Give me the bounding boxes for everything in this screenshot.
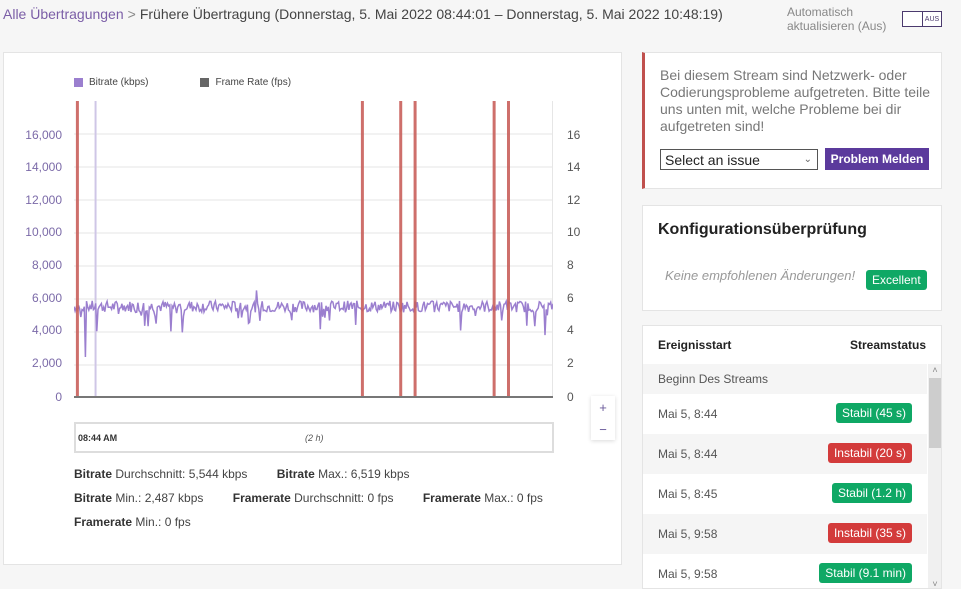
stat-bitrate-max: Bitrate Max.: 6,519 kbps bbox=[276, 467, 410, 481]
event-time: Mai 5, 9:58 bbox=[658, 527, 718, 541]
y-right-tick: 0 bbox=[567, 390, 574, 404]
y-left-tick: 0 bbox=[55, 390, 62, 404]
zoom-out-button[interactable]: − bbox=[599, 421, 607, 437]
auto-update-label: Automatisch aktualisieren (Aus) bbox=[787, 5, 886, 33]
status-badge: Instabil (20 s) bbox=[827, 443, 912, 463]
status-badge: Stabil (9.1 min) bbox=[819, 563, 912, 583]
stats-row-1: Bitrate Durchschnitt: 5,544 kbps Bitrate… bbox=[74, 467, 410, 481]
breadcrumb-separator: > bbox=[127, 6, 136, 22]
stats-row-3: Framerate Min.: 0 fps bbox=[74, 515, 191, 529]
zoom-control: + − bbox=[591, 396, 615, 440]
y-right-tick: 8 bbox=[567, 258, 574, 272]
stat-framerate-avg: Framerate Durchschnitt: 0 fps bbox=[232, 491, 394, 505]
y-left-tick: 14,000 bbox=[25, 160, 62, 174]
y-left-tick: 4,000 bbox=[31, 323, 62, 337]
issue-select[interactable]: Select an issue ⌄ bbox=[660, 149, 818, 170]
y-left-tick: 12,000 bbox=[25, 193, 62, 207]
config-message: Keine empfohlenen Änderungen! bbox=[665, 268, 856, 283]
navigator-start-time: 08:44 AM bbox=[78, 433, 118, 443]
events-scrollbar[interactable]: ˄ ˅ bbox=[928, 364, 941, 589]
col-header-stream-status: Streamstatus bbox=[849, 338, 926, 352]
scroll-up-icon[interactable]: ˄ bbox=[932, 365, 938, 375]
bitrate-line-chart bbox=[74, 101, 553, 398]
auto-update-line1: Automatisch bbox=[787, 5, 854, 19]
config-check-card: Konfigurationsüberprüfung Keine empfohle… bbox=[642, 205, 942, 311]
status-badge: Stabil (45 s) bbox=[835, 403, 912, 423]
y-right-tick: 16 bbox=[567, 128, 581, 142]
y-left-tick: 10,000 bbox=[25, 225, 62, 239]
chart-legend: Bitrate (kbps) Frame Rate (fps) bbox=[74, 77, 291, 88]
stat-framerate-min: Framerate Min.: 0 fps bbox=[74, 515, 191, 529]
y-left-tick: 6,000 bbox=[31, 291, 62, 305]
legend-swatch-bitrate bbox=[74, 78, 83, 87]
stat-bitrate-avg: Bitrate Durchschnitt: 5,544 kbps bbox=[74, 467, 248, 481]
event-time: Mai 5, 8:45 bbox=[658, 487, 718, 501]
y-right-tick: 12 bbox=[567, 193, 581, 207]
breadcrumb-all-broadcasts-link[interactable]: Alle Übertragungen bbox=[3, 6, 124, 22]
breadcrumb-current: Frühere Übertragung (Donnerstag, 5. Mai … bbox=[139, 6, 723, 22]
time-navigator[interactable]: 08:44 AM (2 h) bbox=[74, 422, 554, 453]
y-right-tick: 6 bbox=[567, 291, 574, 305]
navigator-duration: (2 h) bbox=[305, 433, 324, 443]
y-left-tick: 16,000 bbox=[25, 128, 62, 142]
table-row: Mai 5, 8:44 Instabil (20 s) bbox=[643, 434, 927, 474]
chevron-down-icon: ⌄ bbox=[803, 154, 812, 165]
event-time: Beginn Des Streams bbox=[658, 372, 769, 386]
event-time: Mai 5, 8:44 bbox=[658, 447, 718, 461]
stats-row-2: Bitrate Min.: 2,487 kbps Framerate Durch… bbox=[74, 491, 543, 505]
scroll-down-icon[interactable]: ˅ bbox=[932, 579, 938, 589]
y-left-tick: 2,000 bbox=[31, 356, 62, 370]
issue-select-value: Select an issue bbox=[665, 151, 760, 168]
y-right-tick: 2 bbox=[567, 356, 574, 370]
event-time: Mai 5, 9:58 bbox=[658, 567, 718, 581]
zoom-in-button[interactable]: + bbox=[599, 399, 607, 415]
status-badge: Stabil (1.2 h) bbox=[831, 483, 912, 503]
scrollbar-thumb[interactable] bbox=[929, 378, 941, 448]
table-row: Mai 5, 9:58 Instabil (35 s) bbox=[643, 514, 927, 554]
stat-framerate-max: Framerate Max.: 0 fps bbox=[422, 491, 543, 505]
table-row: Mai 5, 9:58 Stabil (9.1 min) bbox=[643, 554, 927, 588]
status-badge: Instabil (35 s) bbox=[827, 523, 912, 543]
events-table-header: Ereignisstart Streamstatus bbox=[643, 326, 941, 364]
breadcrumb: Alle Übertragungen > Frühere Übertragung (… bbox=[3, 6, 723, 22]
event-time: Mai 5, 8:44 bbox=[658, 407, 718, 421]
chart-plot-area[interactable]: + − bbox=[74, 101, 615, 440]
issue-message: Bei diesem Stream sind Netzwerk- oder Co… bbox=[660, 67, 931, 134]
table-row: Beginn Des Streams bbox=[643, 364, 927, 394]
toggle-state-label: AUS bbox=[924, 15, 940, 23]
y-right-tick: 14 bbox=[567, 160, 581, 174]
events-table-body: Beginn Des Streams Mai 5, 8:44 Stabil (4… bbox=[643, 364, 927, 588]
chart-card: Bitrate (kbps) Frame Rate (fps) 16,000 1… bbox=[3, 52, 622, 565]
stat-bitrate-min: Bitrate Min.: 2,487 kbps bbox=[74, 491, 204, 505]
toggle-knob bbox=[903, 12, 923, 26]
issue-report-card: Bei diesem Stream sind Netzwerk- oder Co… bbox=[642, 52, 942, 189]
legend-label-bitrate: Bitrate (kbps) bbox=[89, 77, 149, 88]
auto-update-toggle[interactable]: AUS bbox=[902, 11, 942, 27]
table-row: Mai 5, 8:45 Stabil (1.2 h) bbox=[643, 474, 927, 514]
legend-item-bitrate[interactable]: Bitrate (kbps) bbox=[74, 77, 148, 88]
col-header-event-start: Ereignisstart bbox=[658, 338, 732, 352]
y-right-tick: 4 bbox=[567, 323, 574, 337]
config-title: Konfigurationsüberprüfung bbox=[658, 221, 867, 238]
report-problem-button[interactable]: Problem Melden bbox=[825, 148, 929, 170]
events-table-card: Ereignisstart Streamstatus Beginn Des St… bbox=[642, 325, 942, 589]
legend-swatch-framerate bbox=[200, 78, 210, 87]
legend-label-framerate: Frame Rate (fps) bbox=[215, 77, 292, 88]
config-status-badge: Excellent bbox=[866, 270, 927, 290]
top-bar: Alle Übertragungen > Frühere Übertragung (… bbox=[0, 0, 961, 40]
y-right-tick: 10 bbox=[567, 225, 581, 239]
y-left-tick: 8,000 bbox=[31, 258, 62, 272]
table-row: Mai 5, 8:44 Stabil (45 s) bbox=[643, 394, 927, 434]
legend-item-framerate[interactable]: Frame Rate (fps) bbox=[200, 77, 291, 88]
auto-update-line2: aktualisieren (Aus) bbox=[787, 19, 887, 33]
